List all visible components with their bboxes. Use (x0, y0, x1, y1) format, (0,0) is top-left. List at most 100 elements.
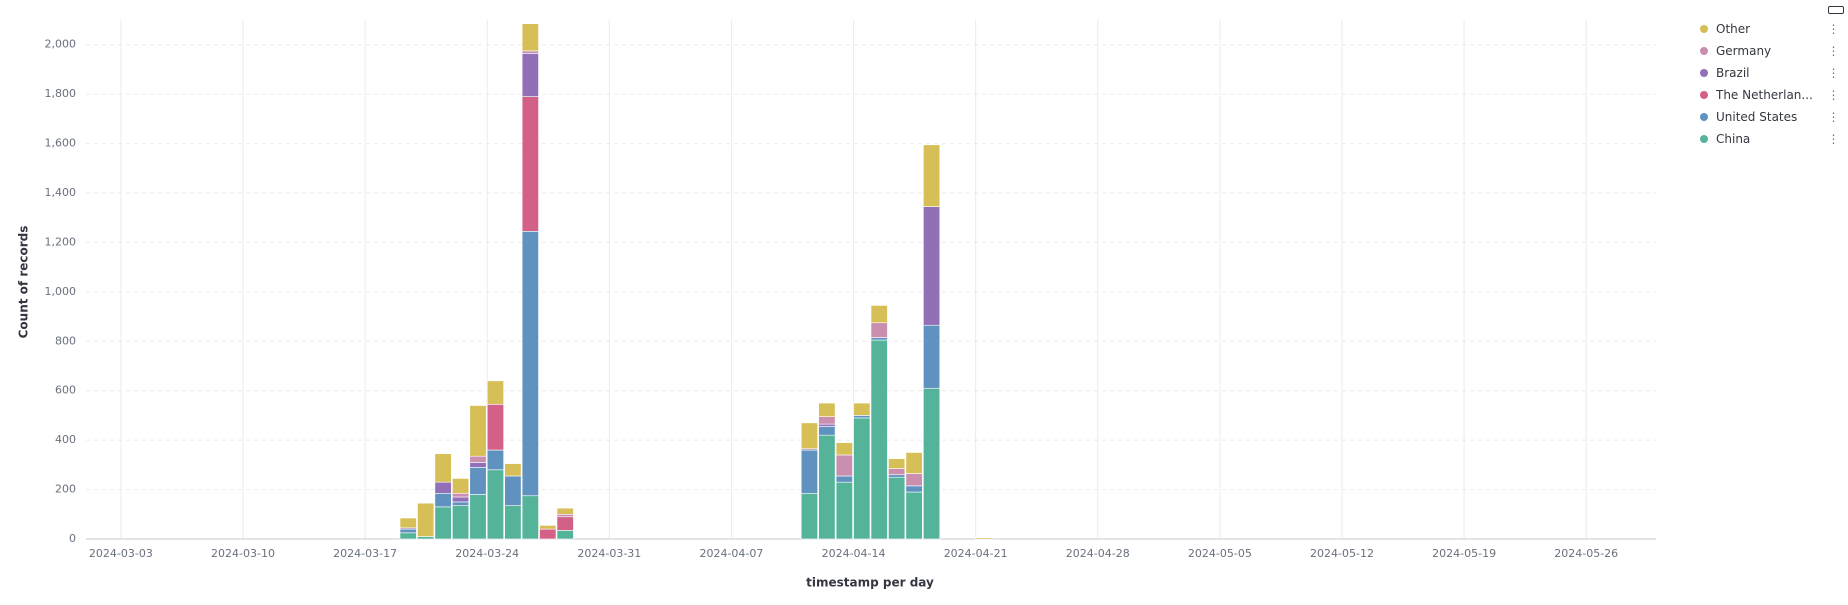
bar-segment (870, 322, 888, 338)
legend-swatch (1700, 135, 1708, 143)
bar-segment (905, 491, 923, 540)
bar-segment (417, 502, 435, 537)
bar-segment (521, 96, 539, 232)
legend-swatch (1700, 91, 1708, 99)
bar-segment (556, 513, 574, 518)
bar-segment (975, 537, 993, 540)
bar-segment (452, 478, 470, 494)
legend-item[interactable]: Brazil ⋮ (1700, 62, 1840, 84)
legend-item[interactable]: The Netherlan... ⋮ (1700, 84, 1840, 106)
bar-segment (434, 453, 452, 483)
y-tick-label: 2,000 (45, 38, 77, 51)
legend-item[interactable]: Other ⋮ (1700, 18, 1840, 40)
legend-actions[interactable]: ⋮ (1827, 22, 1840, 36)
y-tick-label: 800 (55, 334, 76, 347)
legend-label[interactable]: Germany (1716, 44, 1772, 58)
y-tick-label: 600 (55, 384, 76, 397)
bar-segment (800, 449, 818, 494)
bar-segment (469, 494, 487, 540)
bar-segment (539, 528, 557, 540)
bar-segment (818, 416, 836, 425)
bar-segment (469, 467, 487, 495)
legend-label[interactable]: United States (1716, 110, 1798, 124)
bar-segment (835, 454, 853, 477)
bar-segment (399, 532, 417, 540)
bar-segment (835, 481, 853, 540)
y-tick-label: 0 (69, 532, 76, 545)
legend-label[interactable]: The Netherlan... (1716, 88, 1813, 102)
x-tick-label: 2024-03-10 (211, 547, 275, 560)
x-tick-label: 2024-04-14 (822, 547, 886, 560)
bar-segment (870, 337, 888, 341)
x-tick-label: 2024-05-05 (1188, 547, 1252, 560)
legend-actions[interactable]: ⋮ (1827, 66, 1840, 80)
x-tick-label: 2024-03-17 (333, 547, 397, 560)
y-tick-label: 1,600 (45, 137, 77, 150)
legend-actions[interactable]: ⋮ (1827, 44, 1840, 58)
bar-segment (417, 536, 435, 540)
legend-item[interactable]: United States ⋮ (1700, 106, 1840, 128)
legend-swatch (1700, 113, 1708, 121)
bar-segment (469, 455, 487, 463)
bar-segment (434, 492, 452, 508)
bar-segment (504, 463, 522, 477)
bar-segment (504, 475, 522, 506)
bar-segment (452, 496, 470, 503)
bar-segment (399, 528, 417, 534)
bar-segment (853, 417, 871, 540)
bar-segment (818, 434, 836, 540)
legend-swatch (1700, 69, 1708, 77)
bar-segment (800, 492, 818, 540)
legend-item[interactable]: Germany ⋮ (1700, 40, 1840, 62)
bar-segment (888, 468, 906, 476)
x-tick-label: 2024-03-31 (577, 547, 641, 560)
y-tick-label: 1,800 (45, 87, 77, 100)
bar-segment (905, 473, 923, 487)
legend-actions[interactable]: ⋮ (1827, 132, 1840, 146)
bar-segment (818, 402, 836, 417)
bar-segment (486, 469, 504, 540)
bar-segment (556, 516, 574, 531)
bar-segment (452, 505, 470, 540)
bar-segment (521, 231, 539, 497)
bar-segment (870, 339, 888, 540)
bar-segment (521, 53, 539, 97)
legend-label[interactable]: Other (1716, 22, 1751, 36)
bar-segment (800, 422, 818, 450)
bar-segment (504, 505, 522, 540)
bar-segment (853, 402, 871, 416)
legend-label[interactable]: Brazil (1716, 66, 1750, 80)
bar-segment (853, 415, 871, 419)
legend: Other ⋮ Germany ⋮ Brazil ⋮ The Netherlan... ⋮ Un… (1700, 18, 1840, 150)
bar-segment (818, 423, 836, 427)
x-tick-label: 2024-03-24 (455, 547, 519, 560)
y-tick-label: 200 (55, 483, 76, 496)
legend-swatch (1700, 25, 1708, 33)
bar-segment (923, 387, 941, 540)
y-tick-label: 1,000 (45, 285, 77, 298)
legend-actions[interactable]: ⋮ (1827, 110, 1840, 124)
bar-segment (521, 50, 539, 54)
bar-segment (905, 452, 923, 474)
bar-segment (399, 517, 417, 529)
bar-segment (434, 506, 452, 540)
legend-toggle[interactable] (1828, 6, 1844, 14)
x-tick-label: 2024-05-12 (1310, 547, 1374, 560)
bar-segment (556, 507, 574, 515)
bar-segment (923, 324, 941, 389)
x-tick-label: 2024-05-19 (1432, 547, 1496, 560)
bar-segment (539, 525, 557, 530)
bar-segment (434, 481, 452, 494)
bar-segment (486, 449, 504, 471)
legend-actions[interactable]: ⋮ (1827, 88, 1840, 102)
bar-segment (452, 501, 470, 506)
x-tick-label: 2024-05-26 (1554, 547, 1618, 560)
bar-segment (835, 475, 853, 483)
x-tick-label: 2024-04-28 (1066, 547, 1130, 560)
bar-segment (923, 144, 941, 207)
legend-item[interactable]: China ⋮ (1700, 128, 1840, 150)
legend-label[interactable]: China (1716, 132, 1751, 146)
bar-segment (486, 404, 504, 451)
y-tick-label: 1,400 (45, 186, 77, 199)
